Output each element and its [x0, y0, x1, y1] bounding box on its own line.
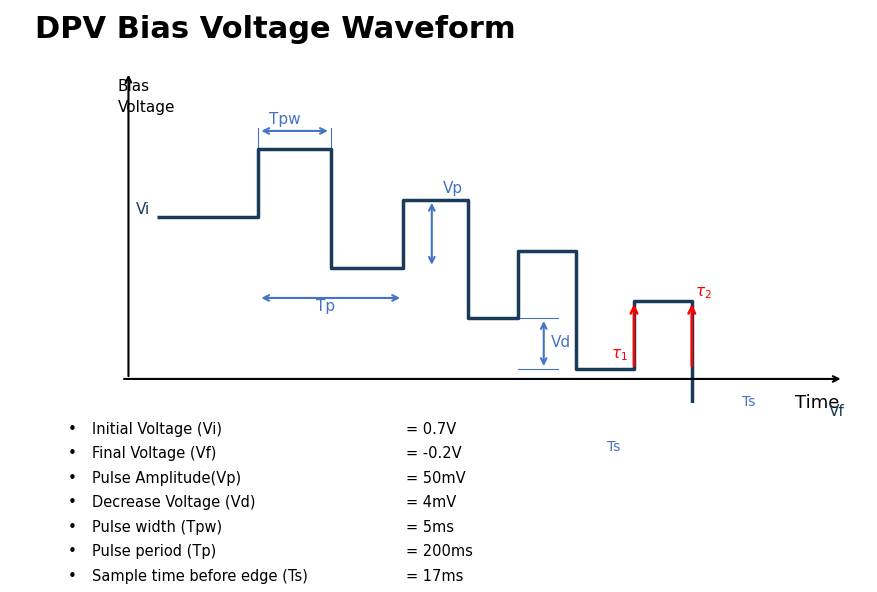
Text: Bias
Voltage: Bias Voltage: [118, 79, 175, 115]
Text: DPV Bias Voltage Waveform: DPV Bias Voltage Waveform: [35, 15, 516, 44]
Text: Sample time before edge (Ts): Sample time before edge (Ts): [91, 568, 308, 584]
Text: •: •: [68, 495, 76, 510]
Text: Pulse Amplitude(Vp): Pulse Amplitude(Vp): [91, 471, 240, 485]
Text: Vp: Vp: [443, 181, 463, 197]
Text: •: •: [68, 422, 76, 436]
Text: •: •: [68, 544, 76, 559]
Text: Tp: Tp: [317, 300, 335, 314]
Text: Initial Voltage (Vi): Initial Voltage (Vi): [91, 422, 222, 436]
Text: •: •: [68, 520, 76, 535]
Text: Time: Time: [795, 394, 840, 412]
Text: $\tau_2$: $\tau_2$: [695, 285, 712, 301]
Text: = 0.7V: = 0.7V: [406, 422, 456, 436]
Text: Pulse period (Tp): Pulse period (Tp): [91, 544, 216, 559]
Text: = 17ms: = 17ms: [406, 568, 464, 584]
Text: = 4mV: = 4mV: [406, 495, 456, 510]
Text: Vf: Vf: [829, 404, 845, 419]
Text: •: •: [68, 568, 76, 584]
Text: Decrease Voltage (Vd): Decrease Voltage (Vd): [91, 495, 255, 510]
Text: = 50mV: = 50mV: [406, 471, 466, 485]
Text: $\tau_1$: $\tau_1$: [611, 348, 628, 363]
Text: Tpw: Tpw: [269, 112, 301, 127]
Text: Vi: Vi: [136, 202, 150, 217]
Text: Pulse width (Tpw): Pulse width (Tpw): [91, 520, 222, 535]
Text: •: •: [68, 471, 76, 485]
Text: •: •: [68, 446, 76, 461]
Text: = -0.2V: = -0.2V: [406, 446, 462, 461]
Text: = 200ms: = 200ms: [406, 544, 473, 559]
Text: Final Voltage (Vf): Final Voltage (Vf): [91, 446, 216, 461]
Text: Ts: Ts: [742, 395, 756, 409]
Text: Ts: Ts: [608, 440, 621, 455]
Text: Vd: Vd: [551, 335, 571, 350]
Text: = 5ms: = 5ms: [406, 520, 454, 535]
